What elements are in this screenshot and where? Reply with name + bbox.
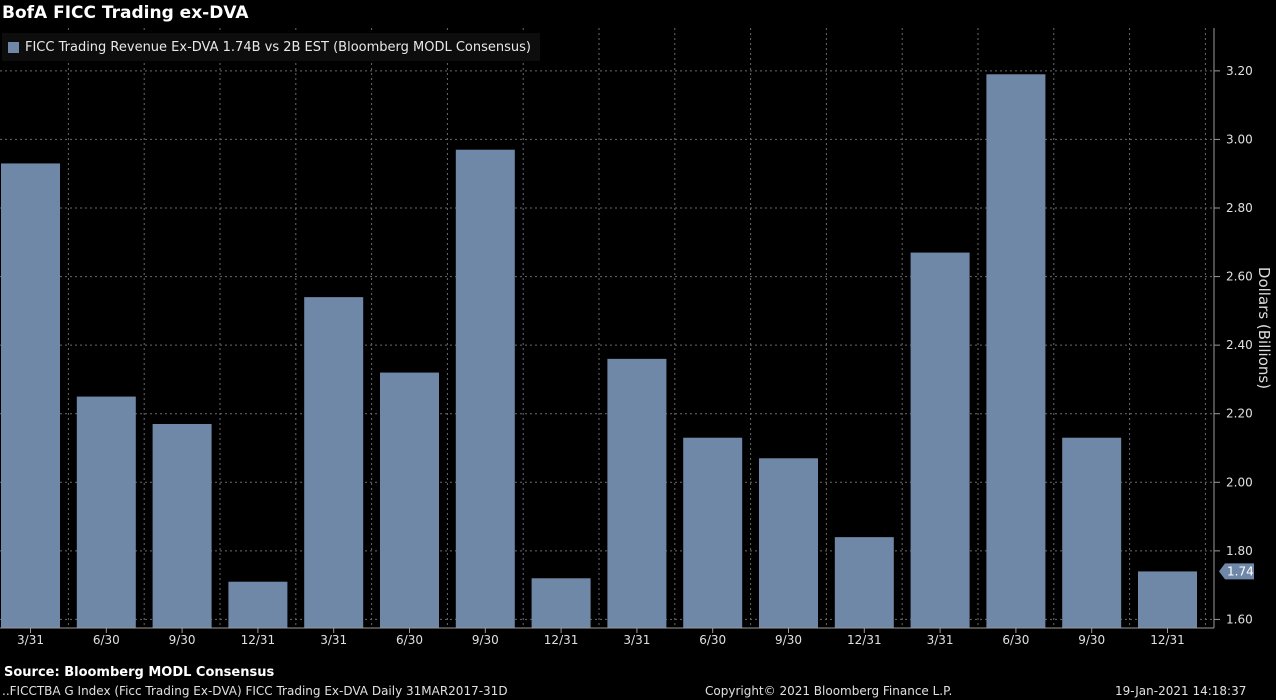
y-tick-label: 2.00 xyxy=(1226,475,1253,489)
y-tick-label: 1.60 xyxy=(1226,612,1253,626)
bar xyxy=(986,74,1046,629)
bar xyxy=(228,581,288,628)
bar xyxy=(455,149,515,628)
x-tick-label: 12/31 xyxy=(1150,633,1185,647)
bar xyxy=(1062,437,1122,628)
legend-label: FICC Trading Revenue Ex-DVA 1.74B vs 2B … xyxy=(25,39,531,55)
x-tick-label: 9/30 xyxy=(169,633,196,647)
footer-copyright: Copyright© 2021 Bloomberg Finance L.P. xyxy=(705,684,953,698)
bar xyxy=(304,297,364,628)
x-tick-label: 3/31 xyxy=(17,633,44,647)
legend: FICC Trading Revenue Ex-DVA 1.74B vs 2B … xyxy=(2,33,540,61)
y-tick-label: 3.00 xyxy=(1226,132,1253,146)
x-tick-label: 6/30 xyxy=(93,633,120,647)
x-tick-label: 3/31 xyxy=(927,633,954,647)
bar xyxy=(910,252,970,629)
bar xyxy=(759,458,818,628)
x-axis-labels: 3/31 6/30 9/30 12/31 3/31 6/30 9/30 12/31 3/31 6/… xyxy=(17,628,1185,647)
last-value-box xyxy=(1219,563,1254,580)
chart-title: BofA FICC Trading ex-DVA xyxy=(2,3,249,23)
bar xyxy=(76,396,136,628)
y-tick-label: 2.40 xyxy=(1226,338,1253,352)
bars xyxy=(1,74,1197,629)
source-note: Source: Bloomberg MODL Consensus xyxy=(4,665,275,680)
x-tick-label: 6/30 xyxy=(699,633,726,647)
bar xyxy=(531,578,591,628)
bar xyxy=(380,372,439,628)
x-tick-label: 9/30 xyxy=(472,633,499,647)
footer-timestamp: 19-Jan-2021 14:18:37 xyxy=(1115,684,1247,698)
legend-swatch xyxy=(8,41,19,53)
x-tick-label: 12/31 xyxy=(241,633,276,647)
x-tick-label: 9/30 xyxy=(775,633,802,647)
x-tick-label: 12/31 xyxy=(544,633,579,647)
y-tick-label: 2.80 xyxy=(1226,201,1253,215)
y-axis: 1.60 1.80 2.00 2.20 2.40 2.60 2.80 3.00 3.20 1.74 xyxy=(0,28,1254,629)
bar xyxy=(607,358,667,628)
footer-ticker: ..FICCTBA G Index (Ficc Trading Ex-DVA) … xyxy=(2,684,508,698)
y-axis-label: Dollars (Billions) xyxy=(1255,267,1273,389)
x-tick-label: 9/30 xyxy=(1078,633,1105,647)
last-value-label: 1.74 xyxy=(1227,564,1254,578)
x-tick-label: 3/31 xyxy=(623,633,650,647)
x-tick-label: 6/30 xyxy=(396,633,423,647)
bar xyxy=(834,537,894,628)
bar xyxy=(1,163,60,628)
x-tick-label: 6/30 xyxy=(1002,633,1029,647)
y-tick-label: 2.60 xyxy=(1226,270,1253,284)
x-tick-label: 3/31 xyxy=(320,633,347,647)
x-tick-label: 12/31 xyxy=(847,633,882,647)
y-tick-label: 1.80 xyxy=(1226,544,1253,558)
y-tick-label: 3.20 xyxy=(1226,64,1253,78)
y-tick-label: 2.20 xyxy=(1226,407,1253,421)
bar xyxy=(1138,571,1197,628)
bar xyxy=(152,424,212,628)
bar xyxy=(683,437,743,628)
